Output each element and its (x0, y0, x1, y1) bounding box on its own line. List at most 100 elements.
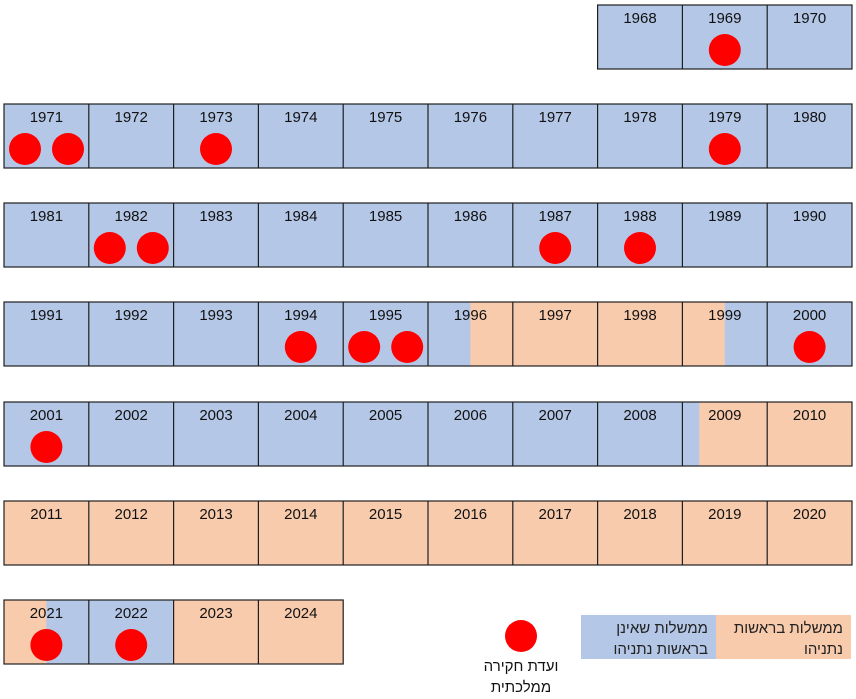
year-cell-1968 (597, 5, 683, 69)
year-cell-1985 (343, 203, 428, 267)
netanyahu-period-1999-0 (682, 302, 725, 366)
year-label-2005: 2005 (369, 407, 402, 424)
commission-dot-2000 (793, 331, 826, 363)
year-label-1995: 1995 (369, 307, 402, 324)
year-cell-1993 (173, 302, 259, 366)
commission-dot-1982-b (136, 232, 169, 264)
netanyahu-period-2010-0 (767, 402, 852, 466)
netanyahu-period-2012-0 (88, 501, 174, 565)
year-cell-2006 (428, 402, 513, 466)
year-cell-1975 (343, 104, 428, 168)
legend-netanyahu: ממשלות בראשות נתניהו (716, 615, 851, 659)
year-label-2022: 2022 (115, 605, 148, 622)
commission-dot-1988 (624, 232, 656, 264)
commission-dot-1994 (284, 331, 317, 363)
year-label-2015: 2015 (369, 506, 402, 523)
year-cell-1991 (4, 302, 89, 366)
netanyahu-period-2013-0 (173, 501, 259, 565)
commission-dot-1971-a (9, 133, 41, 165)
year-label-1973: 1973 (199, 109, 232, 126)
commission-dot-2021 (30, 629, 63, 661)
year-label-1976: 1976 (454, 109, 487, 126)
year-cell-1980 (767, 104, 852, 168)
year-label-2006: 2006 (454, 407, 487, 424)
year-label-2012: 2012 (115, 506, 148, 523)
year-label-1979: 1979 (708, 109, 741, 126)
netanyahu-period-1997-0 (512, 302, 598, 366)
year-label-1998: 1998 (623, 307, 656, 324)
legend-non-netanyahu: ממשלות שאינן בראשות נתניהו (581, 615, 716, 659)
year-label-1990: 1990 (793, 208, 826, 225)
commission-dot-1973 (200, 133, 232, 165)
year-cell-1978 (597, 104, 683, 168)
year-label-1977: 1977 (539, 109, 572, 126)
year-label-2000: 2000 (793, 307, 826, 324)
year-label-1987: 1987 (539, 208, 572, 225)
netanyahu-period-2020-0 (767, 501, 852, 565)
year-cell-1992 (88, 302, 174, 366)
year-label-1981: 1981 (30, 208, 63, 225)
commission-dot-1971-b (52, 133, 84, 165)
year-label-1971: 1971 (30, 109, 63, 126)
year-label-2023: 2023 (199, 605, 232, 622)
year-label-1985: 1985 (369, 208, 402, 225)
netanyahu-period-2017-0 (512, 501, 598, 565)
year-cell-1976 (428, 104, 513, 168)
year-label-1984: 1984 (284, 208, 317, 225)
year-label-2011: 2011 (30, 506, 62, 523)
year-label-1975: 1975 (369, 109, 402, 126)
year-label-2009: 2009 (708, 407, 741, 424)
year-cell-1970 (767, 5, 852, 69)
year-label-2018: 2018 (623, 506, 656, 523)
year-cell-2003 (173, 402, 259, 466)
year-cell-1983 (173, 203, 259, 267)
legend-netanyahu-label: ממשלות בראשות נתניהו (733, 620, 843, 658)
year-label-1988: 1988 (623, 208, 656, 225)
commission-dot-1979 (708, 133, 741, 165)
legend-commission-dot (505, 620, 537, 652)
year-cell-1972 (88, 104, 174, 168)
year-label-2001: 2001 (30, 407, 63, 424)
netanyahu-period-2023-0 (173, 600, 259, 664)
year-label-2016: 2016 (454, 506, 487, 523)
netanyahu-period-2011-0 (4, 501, 89, 565)
year-cell-1989 (682, 203, 768, 267)
year-cell-2004 (258, 402, 344, 466)
commission-dot-1969 (708, 34, 741, 66)
commission-dot-1987 (539, 232, 572, 264)
year-label-2021: 2021 (30, 605, 63, 622)
year-label-1969: 1969 (708, 10, 741, 27)
year-label-2024: 2024 (284, 605, 317, 622)
year-cell-1984 (258, 203, 344, 267)
year-cell-2002 (88, 402, 174, 466)
year-label-1996: 1996 (454, 307, 487, 324)
year-label-1989: 1989 (708, 208, 741, 225)
year-cell-2008 (597, 402, 683, 466)
year-label-1993: 1993 (199, 307, 232, 324)
year-label-2010: 2010 (793, 407, 826, 424)
netanyahu-period-2018-0 (597, 501, 683, 565)
year-cell-1990 (767, 203, 852, 267)
year-label-2008: 2008 (623, 407, 656, 424)
year-cell-2007 (512, 402, 598, 466)
year-label-2002: 2002 (115, 407, 148, 424)
commission-dot-2001 (30, 431, 63, 463)
year-cell-2005 (343, 402, 428, 466)
year-label-1972: 1972 (115, 109, 148, 126)
year-cell-1977 (512, 104, 598, 168)
netanyahu-period-2015-0 (343, 501, 428, 565)
year-label-1982: 1982 (115, 208, 148, 225)
year-label-1970: 1970 (793, 10, 826, 27)
commission-dot-2022 (115, 629, 148, 661)
year-cell-1981 (4, 203, 89, 267)
year-label-2007: 2007 (539, 407, 572, 424)
year-label-1968: 1968 (623, 10, 656, 27)
year-label-2004: 2004 (284, 407, 317, 424)
year-label-1983: 1983 (199, 208, 232, 225)
year-label-1986: 1986 (454, 208, 487, 225)
netanyahu-period-2014-0 (258, 501, 344, 565)
netanyahu-period-2019-0 (682, 501, 768, 565)
legend-commission-label: ועדת חקירה ממלכתית (483, 658, 559, 696)
year-label-1974: 1974 (284, 109, 317, 126)
